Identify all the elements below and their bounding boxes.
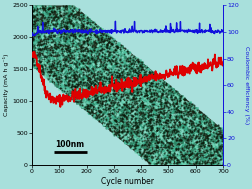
Y-axis label: Capacity (mA h g⁻¹): Capacity (mA h g⁻¹) — [4, 54, 10, 116]
Polygon shape — [32, 5, 223, 165]
Text: 100nm: 100nm — [56, 140, 85, 149]
Y-axis label: Coulombic efficiency (%): Coulombic efficiency (%) — [243, 46, 248, 124]
X-axis label: Cycle number: Cycle number — [101, 177, 154, 186]
